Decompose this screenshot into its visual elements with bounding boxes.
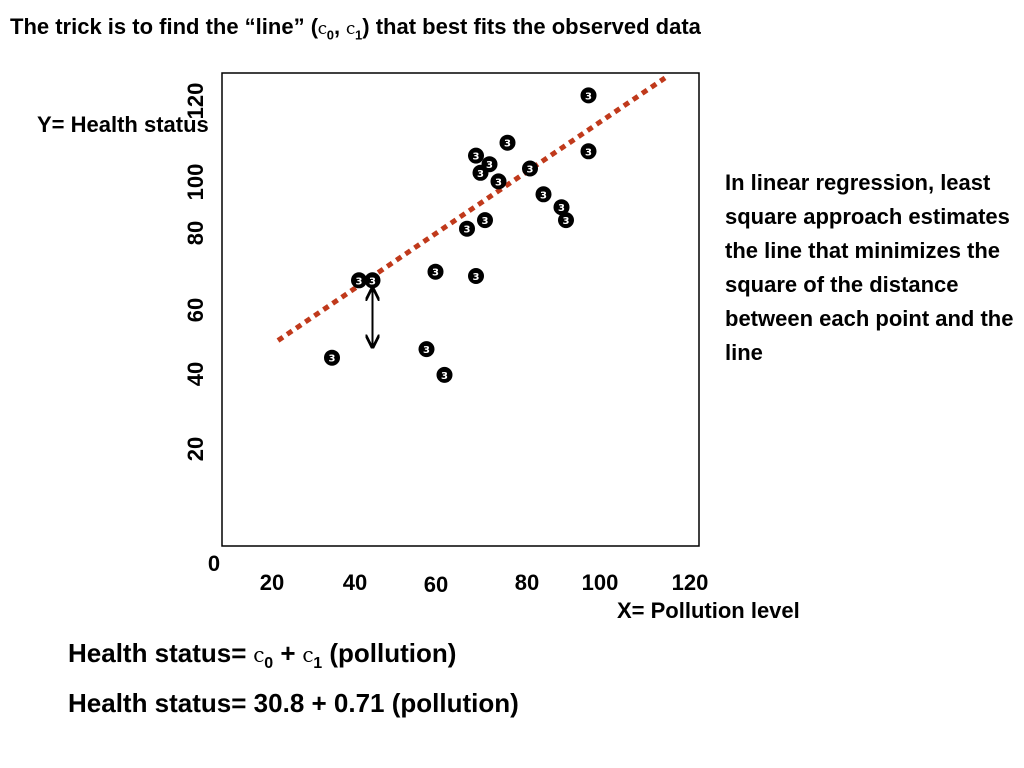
point-glyph: 3	[585, 147, 592, 158]
slide-title: The trick is to find the “line” (ⲥ0, ⲥ1)…	[10, 14, 701, 42]
point-marker	[459, 220, 475, 237]
point-marker	[324, 349, 340, 366]
data-point: 3	[324, 349, 340, 366]
x-tick-label: 100	[582, 570, 619, 595]
data-point: 3	[477, 212, 493, 229]
data-point: 3	[468, 147, 484, 164]
point-glyph: 3	[558, 203, 565, 214]
data-point: 3	[481, 156, 498, 173]
beta-icon: ⲥ	[302, 640, 314, 668]
point-marker	[477, 212, 493, 229]
data-point: 3	[553, 199, 570, 216]
data-point: 3	[468, 268, 484, 284]
point-marker	[351, 272, 367, 289]
point-marker	[418, 341, 435, 358]
data-point: 3	[490, 173, 507, 190]
point-glyph: 3	[356, 276, 363, 287]
y-axis-label: Y= Health status	[37, 112, 209, 137]
point-glyph: 3	[473, 272, 480, 283]
data-point: 3	[558, 212, 574, 229]
point-glyph: 3	[563, 216, 570, 227]
y-tick-label: 40	[183, 362, 208, 386]
point-marker	[522, 160, 538, 177]
regression-line	[276, 75, 667, 343]
y-tick-label: 60	[183, 298, 208, 322]
y-tick-label: 100	[183, 164, 208, 201]
data-point: 3	[427, 263, 444, 280]
regression-note: In linear regression, least square appro…	[725, 170, 1014, 365]
y-tick-label: 20	[183, 437, 208, 461]
point-marker	[580, 143, 597, 160]
y-tick-label: 120	[183, 83, 208, 120]
point-marker	[490, 173, 507, 190]
point-marker	[436, 366, 453, 383]
title-comma: ,	[334, 14, 347, 39]
y-tick-label: 80	[183, 221, 208, 245]
eq1-subscript-0: 0	[264, 655, 274, 673]
point-marker	[468, 147, 484, 164]
point-glyph: 3	[432, 268, 439, 279]
fitted-equation: Health status= 30.8 + 0.71 (pollution)	[68, 688, 519, 718]
point-marker	[499, 134, 516, 151]
beta-icon: ⲥ	[253, 640, 265, 668]
x-tick-label: 80	[515, 570, 539, 595]
data-point: 3	[580, 87, 597, 104]
point-marker	[427, 263, 444, 280]
point-glyph: 3	[369, 276, 376, 287]
beta-icon: ⲥ	[346, 15, 356, 39]
point-glyph: 3	[527, 165, 534, 176]
point-glyph: 3	[495, 177, 502, 188]
data-point: 3	[351, 272, 367, 289]
eq1-plus: +	[273, 638, 303, 668]
x-tick-label: 20	[260, 570, 284, 595]
point-glyph: 3	[482, 216, 489, 227]
data-point: 3	[459, 220, 475, 237]
beta-subscript-0: 0	[326, 27, 335, 43]
origin-tick-label: 0	[208, 551, 220, 576]
data-point: 3	[418, 341, 435, 358]
point-glyph: 3	[585, 91, 592, 102]
data-point: 3	[436, 366, 453, 383]
point-glyph: 3	[464, 225, 471, 236]
plot-frame	[221, 72, 700, 547]
title-prefix: The trick is to find the “line” (	[10, 14, 319, 39]
point-glyph: 3	[473, 152, 480, 163]
point-glyph: 3	[477, 169, 484, 180]
point-marker	[468, 268, 484, 284]
data-point: 3	[364, 272, 381, 289]
point-marker	[481, 156, 498, 173]
point-glyph: 3	[329, 354, 336, 365]
eq1-subscript-1: 1	[313, 655, 323, 673]
data-point: 3	[499, 134, 516, 151]
x-tick-label: 120	[672, 570, 709, 595]
point-glyph: 3	[540, 190, 547, 201]
x-tick-label: 60	[424, 572, 448, 597]
title-suffix: ) that best fits the observed data	[362, 14, 701, 39]
x-axis-label: X= Pollution level	[617, 598, 800, 623]
data-point: 3	[535, 186, 552, 203]
point-glyph: 3	[423, 345, 430, 356]
point-glyph: 3	[441, 371, 448, 382]
point-glyph: 3	[486, 160, 493, 171]
beta-icon: ⲥ	[318, 15, 327, 39]
eq1-prefix: Health status=	[68, 638, 254, 668]
general-equation: Health status= ⲥ0 + ⲥ1 (pollution)	[68, 638, 456, 673]
point-marker	[553, 199, 570, 216]
data-point: 3	[580, 143, 597, 160]
point-marker	[558, 212, 574, 229]
point-marker	[535, 186, 552, 203]
point-glyph: 3	[504, 139, 511, 150]
eq1-suffix: (pollution)	[322, 638, 457, 668]
beta-subscript-1: 1	[355, 27, 363, 43]
x-tick-label: 40	[343, 570, 367, 595]
point-marker	[364, 272, 381, 289]
data-point: 3	[522, 160, 538, 177]
point-marker	[580, 87, 597, 104]
